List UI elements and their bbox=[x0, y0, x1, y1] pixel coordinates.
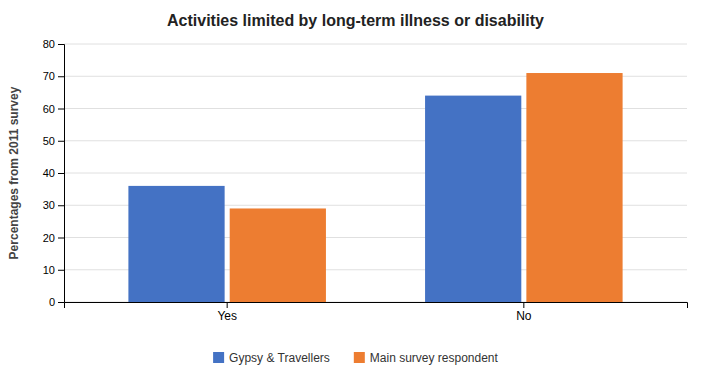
y-axis-line bbox=[58, 45, 65, 303]
legend-item: Main survey respondent bbox=[354, 351, 499, 365]
y-tick: 80 bbox=[43, 38, 64, 50]
y-tick: 20 bbox=[43, 232, 64, 244]
y-tick: 50 bbox=[43, 135, 64, 147]
bar bbox=[425, 96, 521, 302]
bar bbox=[230, 208, 326, 302]
y-tick-mark bbox=[58, 44, 64, 45]
bar bbox=[526, 73, 622, 302]
y-tick-label: 70 bbox=[43, 70, 55, 82]
legend-swatch bbox=[213, 352, 224, 363]
x-tick: No bbox=[516, 302, 532, 323]
y-tick-mark bbox=[58, 141, 64, 142]
y-tick-mark bbox=[58, 270, 64, 271]
y-tick: 40 bbox=[43, 167, 64, 179]
bar bbox=[128, 186, 224, 302]
legend: Gypsy & Travellers Main survey respondent bbox=[213, 351, 498, 365]
y-tick-mark bbox=[58, 173, 64, 174]
legend-swatch bbox=[354, 352, 365, 363]
bars bbox=[128, 73, 622, 302]
y-tick-mark bbox=[58, 205, 64, 206]
plot-area: 0 10 20 30 40 50 60 70 80 Yes No bbox=[43, 38, 688, 323]
grid bbox=[64, 44, 687, 302]
legend-item: Gypsy & Travellers bbox=[213, 351, 330, 365]
y-tick-label: 30 bbox=[43, 199, 55, 211]
y-tick-label: 50 bbox=[43, 135, 55, 147]
y-tick: 70 bbox=[43, 70, 64, 82]
x-axis: Yes No bbox=[65, 302, 688, 323]
y-tick-mark bbox=[58, 238, 64, 239]
y-axis: 0 10 20 30 40 50 60 70 80 bbox=[43, 38, 65, 308]
title: Activities limited by long-term illness … bbox=[167, 12, 544, 29]
y-tick-mark bbox=[58, 76, 64, 77]
legend-label: Main survey respondent bbox=[370, 351, 499, 365]
x-tick-label: Yes bbox=[217, 309, 237, 323]
y-tick-label: 0 bbox=[49, 296, 55, 308]
y-tick-mark bbox=[58, 302, 64, 303]
y-tick: 10 bbox=[43, 264, 64, 276]
chart: 0 10 20 30 40 50 60 70 80 Yes No Percentages from 2… bbox=[0, 0, 711, 380]
y-tick-label: 40 bbox=[43, 167, 55, 179]
x-tick: Yes bbox=[217, 302, 237, 323]
grid-line bbox=[64, 44, 687, 45]
y-tick: 30 bbox=[43, 199, 64, 211]
y-tick: 60 bbox=[43, 103, 64, 115]
x-axis-line bbox=[65, 303, 688, 309]
y-tick-label: 10 bbox=[43, 264, 55, 276]
y-tick-mark bbox=[58, 109, 64, 110]
x-tick-label: No bbox=[516, 309, 532, 323]
y-axis-title: Percentages from 2011 survey bbox=[7, 86, 21, 259]
y-tick-label: 80 bbox=[43, 38, 55, 50]
x-tick-mark bbox=[523, 302, 524, 308]
legend-label: Gypsy & Travellers bbox=[229, 351, 330, 365]
x-tick-mark bbox=[227, 302, 228, 308]
y-tick-label: 20 bbox=[43, 232, 55, 244]
y-tick: 0 bbox=[49, 296, 64, 308]
y-tick-label: 60 bbox=[43, 103, 55, 115]
